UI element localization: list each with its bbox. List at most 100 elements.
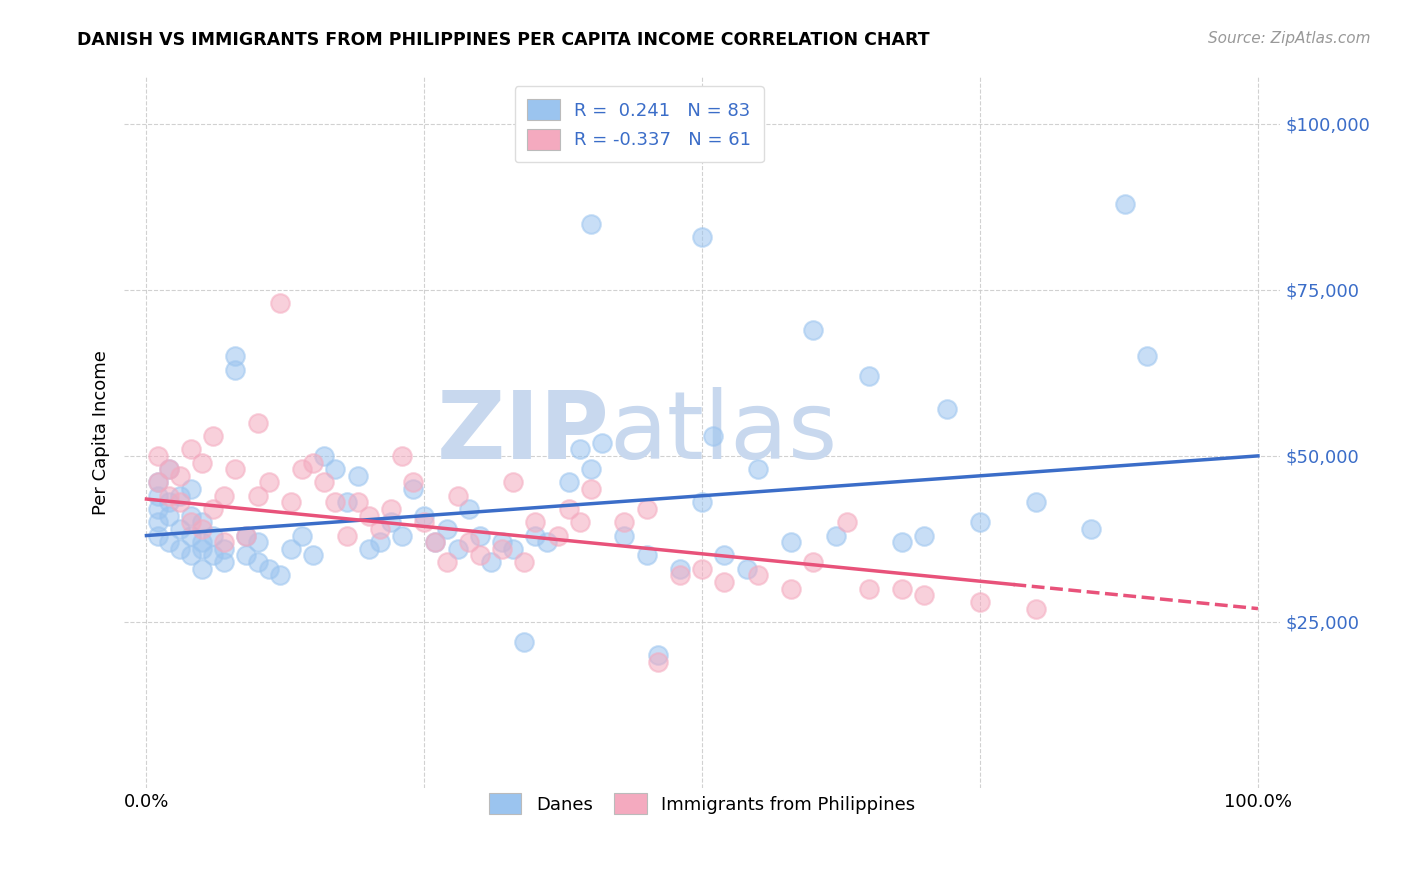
Point: [335, 495, 357, 509]
Point: [536, 535, 558, 549]
Point: [314, 449, 336, 463]
Point: [269, 568, 291, 582]
Point: [447, 541, 470, 556]
Point: [491, 535, 513, 549]
Point: [969, 516, 991, 530]
Point: [212, 489, 235, 503]
Point: [157, 489, 180, 503]
Point: [191, 522, 214, 536]
Point: [579, 217, 602, 231]
Point: [780, 535, 803, 549]
Point: [479, 555, 502, 569]
Point: [335, 528, 357, 542]
Point: [491, 541, 513, 556]
Point: [157, 508, 180, 523]
Point: [357, 541, 380, 556]
Point: [647, 648, 669, 662]
Point: [280, 495, 302, 509]
Text: ZIP: ZIP: [437, 386, 610, 479]
Point: [180, 508, 202, 523]
Point: [447, 489, 470, 503]
Point: [235, 528, 257, 542]
Point: [669, 568, 692, 582]
Point: [180, 516, 202, 530]
Point: [858, 369, 880, 384]
Point: [568, 442, 591, 457]
Point: [157, 495, 180, 509]
Point: [858, 582, 880, 596]
Point: [457, 535, 479, 549]
Point: [346, 495, 368, 509]
Point: [579, 462, 602, 476]
Point: [368, 522, 391, 536]
Point: [291, 462, 314, 476]
Point: [202, 528, 225, 542]
Point: [146, 489, 169, 503]
Point: [146, 449, 169, 463]
Point: [246, 416, 269, 430]
Point: [647, 655, 669, 669]
Point: [246, 535, 269, 549]
Point: [914, 528, 936, 542]
Point: [146, 502, 169, 516]
Point: [346, 468, 368, 483]
Point: [302, 456, 325, 470]
Point: [969, 595, 991, 609]
Point: [212, 535, 235, 549]
Point: [891, 535, 914, 549]
Point: [246, 555, 269, 569]
Point: [169, 541, 191, 556]
Point: [524, 528, 547, 542]
Point: [224, 462, 246, 476]
Point: [257, 475, 280, 490]
Point: [235, 528, 257, 542]
Point: [191, 516, 214, 530]
Point: [702, 429, 724, 443]
Point: [235, 549, 257, 563]
Point: [212, 541, 235, 556]
Point: [302, 549, 325, 563]
Point: [191, 535, 214, 549]
Point: [735, 562, 758, 576]
Point: [169, 468, 191, 483]
Text: DANISH VS IMMIGRANTS FROM PHILIPPINES PER CAPITA INCOME CORRELATION CHART: DANISH VS IMMIGRANTS FROM PHILIPPINES PE…: [77, 31, 929, 49]
Point: [513, 555, 536, 569]
Point: [202, 502, 225, 516]
Point: [380, 502, 402, 516]
Point: [325, 495, 347, 509]
Point: [157, 462, 180, 476]
Point: [1136, 349, 1159, 363]
Point: [325, 462, 347, 476]
Point: [613, 516, 636, 530]
Legend: Danes, Immigrants from Philippines: Danes, Immigrants from Philippines: [478, 782, 927, 825]
Point: [468, 528, 491, 542]
Point: [690, 229, 713, 244]
Point: [513, 635, 536, 649]
Point: [380, 516, 402, 530]
Point: [425, 535, 447, 549]
Point: [357, 508, 380, 523]
Point: [1025, 601, 1047, 615]
Point: [436, 522, 458, 536]
Point: [502, 541, 524, 556]
Point: [169, 489, 191, 503]
Point: [801, 323, 824, 337]
Point: [636, 502, 658, 516]
Point: [180, 442, 202, 457]
Point: [935, 402, 957, 417]
Point: [169, 522, 191, 536]
Point: [1025, 495, 1047, 509]
Point: [314, 475, 336, 490]
Point: [801, 555, 824, 569]
Point: [212, 555, 235, 569]
Point: [502, 475, 524, 490]
Point: [413, 508, 436, 523]
Point: [891, 582, 914, 596]
Point: [402, 482, 425, 496]
Point: [280, 541, 302, 556]
Point: [146, 516, 169, 530]
Point: [157, 535, 180, 549]
Point: [146, 475, 169, 490]
Point: [690, 562, 713, 576]
Point: [413, 516, 436, 530]
